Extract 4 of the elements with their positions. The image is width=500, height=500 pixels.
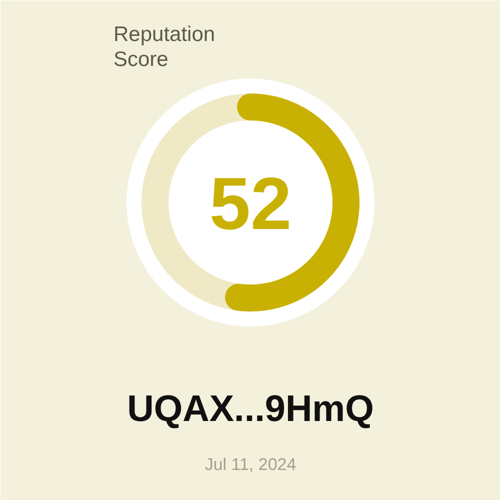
- chart-title: Reputation Score: [114, 23, 216, 71]
- text: 52: [209, 162, 292, 245]
- text: UQAX...9HmQ: [127, 388, 374, 429]
- text: Jul 11, 2024: [204, 455, 296, 474]
